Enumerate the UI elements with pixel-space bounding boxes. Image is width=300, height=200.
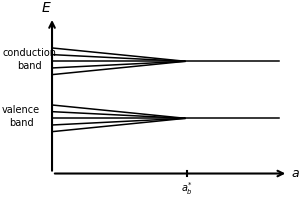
Text: valence
band: valence band [2,105,40,128]
Text: $a_{b}^{*}$: $a_{b}^{*}$ [181,180,193,197]
Text: conduction
band: conduction band [2,48,56,71]
Text: a: a [291,167,299,180]
Text: E: E [42,1,50,15]
